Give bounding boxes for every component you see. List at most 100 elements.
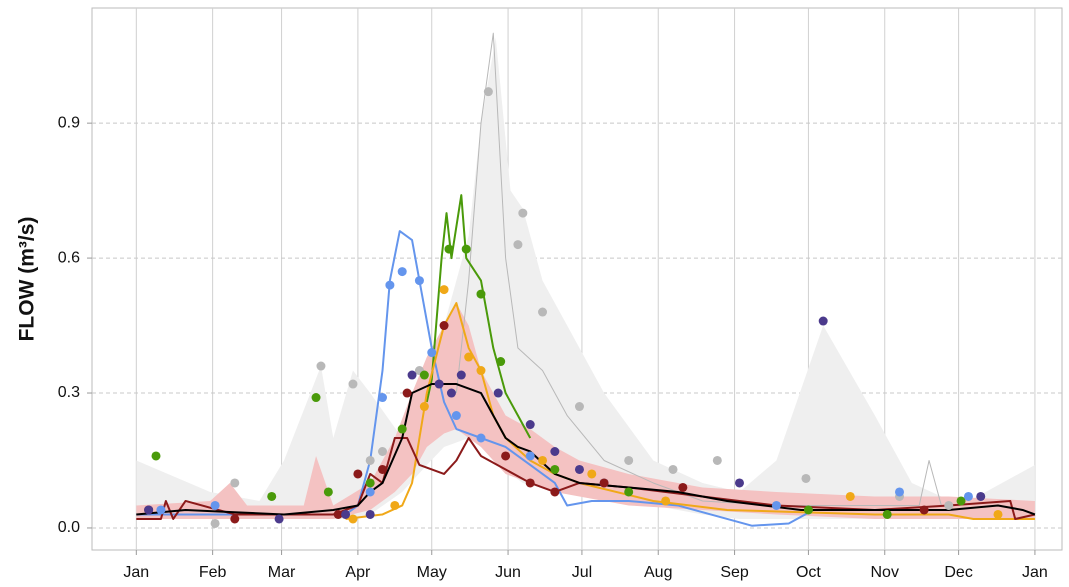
flow-point — [151, 451, 161, 461]
y-tick-label: 0.9 — [58, 114, 80, 131]
range-band — [136, 303, 1035, 519]
flow-point — [419, 370, 429, 380]
flow-point — [407, 370, 417, 380]
flow-point — [156, 505, 166, 515]
flow-point — [801, 473, 811, 483]
flow-point — [414, 276, 424, 286]
flow-point — [599, 478, 609, 488]
flow-point — [476, 433, 486, 443]
flow-point — [624, 455, 634, 465]
x-tick-label: Feb — [199, 564, 227, 581]
flow-point — [476, 289, 486, 299]
flow-point — [378, 464, 388, 474]
flow-point — [365, 455, 375, 465]
x-tick-label: Jan — [123, 564, 149, 581]
flow-point — [574, 402, 584, 412]
flow-point — [712, 455, 722, 465]
flow-point — [668, 464, 678, 474]
flow-line — [136, 383, 1036, 516]
flow-point — [341, 509, 351, 519]
flow-point — [734, 478, 744, 488]
flow-point — [771, 500, 781, 510]
flow-line — [455, 32, 942, 506]
flow-point — [439, 285, 449, 295]
flow-point — [993, 509, 1003, 519]
flow-point — [624, 487, 634, 497]
flow-point — [538, 455, 548, 465]
flow-point — [587, 469, 597, 479]
flow-point — [446, 388, 456, 398]
labels: Jan Feb Mar Apr May Jun Jul Aug Sep Oct Nov Dec Jan 0… — [58, 114, 1048, 581]
flow-point — [882, 509, 892, 519]
flow-point — [230, 478, 240, 488]
flow-point — [402, 388, 412, 398]
flow-point — [353, 469, 363, 479]
flow-point — [501, 451, 511, 461]
flow-point — [316, 361, 326, 371]
flow-point — [550, 487, 560, 497]
x-tick-label: Jun — [495, 564, 521, 581]
flow-point — [348, 514, 358, 524]
flow-point — [845, 491, 855, 501]
flow-point — [385, 280, 395, 290]
y-axis-title: FLOW (m³/s) — [16, 217, 39, 342]
flow-point — [210, 500, 220, 510]
x-tick-label: Dec — [944, 564, 972, 581]
x-tick-label: May — [417, 564, 447, 581]
x-tick-label: Sep — [720, 564, 749, 581]
flow-point — [550, 464, 560, 474]
x-tick-label: Apr — [345, 564, 371, 581]
flow-point — [210, 518, 220, 528]
y-tick-label: 0.6 — [58, 249, 80, 266]
y-tick-label: 0.0 — [58, 519, 80, 536]
flow-line — [425, 194, 532, 439]
x-tick-label: Mar — [268, 564, 296, 581]
flow-point — [803, 505, 813, 515]
flow-point — [493, 388, 503, 398]
flow-point — [525, 420, 535, 430]
flow-point — [378, 446, 388, 456]
flow-point — [976, 491, 986, 501]
flow-point — [963, 491, 973, 501]
flow-point — [496, 357, 506, 367]
flow-point — [895, 487, 905, 497]
flow-point — [483, 87, 493, 97]
x-tick-label: Jul — [572, 564, 592, 581]
flow-point — [397, 267, 407, 277]
flow-point — [390, 500, 400, 510]
flow-point — [956, 496, 966, 506]
x-tick-label: Oct — [796, 564, 821, 581]
flow-point — [439, 321, 449, 331]
flow-point — [365, 487, 375, 497]
x-tick-label: Nov — [871, 564, 899, 581]
flow-point — [476, 366, 486, 376]
flow-point — [944, 500, 954, 510]
marks — [136, 32, 1036, 528]
flow-point — [451, 411, 461, 421]
flow-point — [365, 509, 375, 519]
flow-point — [518, 208, 528, 218]
flow-point — [397, 424, 407, 434]
flow-point — [461, 244, 471, 254]
flow-point — [311, 393, 321, 403]
flow-point — [348, 379, 358, 389]
flow-point — [378, 393, 388, 403]
flow-point — [230, 514, 240, 524]
flow-point — [818, 316, 828, 326]
flow-point — [525, 451, 535, 461]
flow-point — [267, 491, 277, 501]
flow-point — [427, 348, 437, 358]
flow-point — [538, 307, 548, 317]
flow-point — [513, 240, 523, 250]
flow-point — [661, 496, 671, 506]
y-tick-label: 0.3 — [58, 384, 80, 401]
flow-point — [919, 505, 929, 515]
flow-point — [144, 505, 154, 515]
flow-point — [444, 244, 454, 254]
range-band — [136, 37, 1035, 519]
flow-point — [456, 370, 466, 380]
flow-point — [464, 352, 474, 362]
flow-point — [525, 478, 535, 488]
flow-point — [419, 402, 429, 412]
